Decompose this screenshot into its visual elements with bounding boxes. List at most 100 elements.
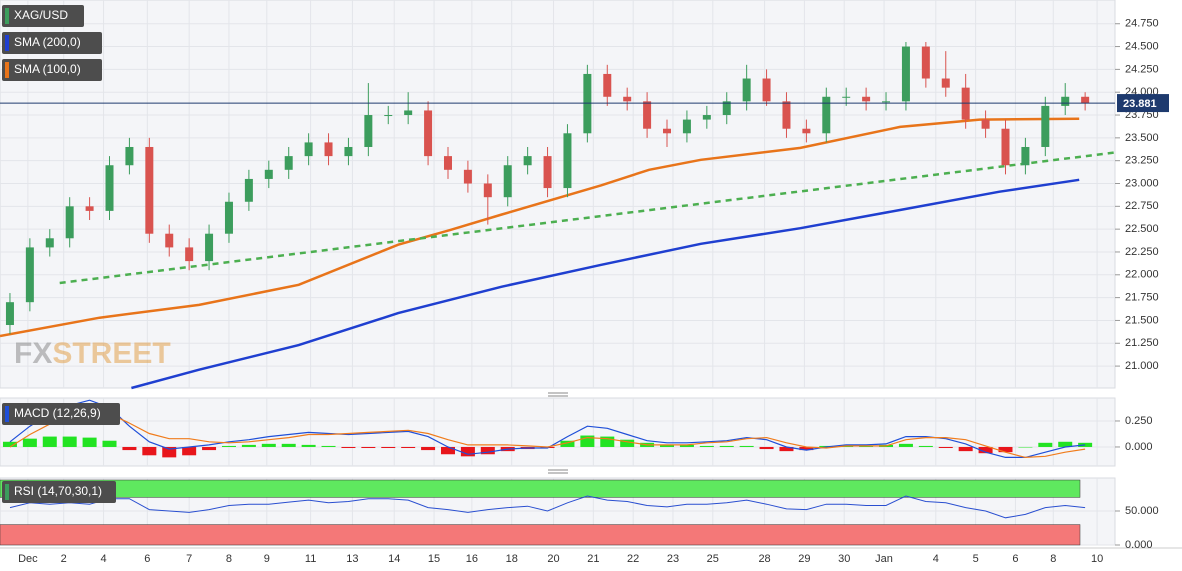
histogram-bar	[779, 446, 794, 452]
watermark: FXSTREET	[14, 337, 171, 370]
candle-body	[45, 238, 54, 248]
candle-body	[702, 115, 711, 120]
x-tick-label: 25	[707, 553, 719, 565]
legend-item[interactable]: SMA (100,0)	[2, 59, 102, 81]
candle-body	[762, 78, 771, 102]
candle-body	[1061, 96, 1070, 106]
candle-body	[862, 96, 871, 102]
histogram-bar	[679, 444, 694, 447]
candle-body	[244, 178, 253, 202]
candle-body	[125, 146, 134, 166]
histogram-bar	[918, 445, 933, 447]
legend-swatch	[5, 35, 9, 51]
panel-divider[interactable]	[548, 469, 568, 474]
candle-body	[264, 169, 273, 179]
histogram-bar	[699, 445, 714, 447]
y-tick-label: 22.000	[1125, 269, 1159, 281]
x-tick-label: 5	[973, 553, 979, 565]
histogram-bar	[321, 445, 336, 447]
y-tick-label: 24.500	[1125, 40, 1159, 52]
x-tick-label: 13	[346, 553, 358, 565]
indicator-label[interactable]: MACD (12,26,9)	[2, 403, 120, 425]
x-tick-label: 10	[1091, 553, 1103, 565]
y-tick-label: 0.000	[1125, 539, 1153, 551]
histogram-bar	[281, 443, 296, 447]
last-price-box	[1117, 94, 1169, 113]
candle-body	[344, 146, 353, 157]
histogram-bar	[421, 446, 436, 451]
candle-body	[324, 142, 333, 157]
candle-body	[304, 142, 313, 157]
candle-body	[583, 73, 592, 134]
x-tick-label: 29	[798, 553, 810, 565]
histogram-bar	[719, 445, 734, 447]
histogram-bar	[799, 446, 814, 451]
candle-body	[901, 46, 910, 102]
indicator-label[interactable]: RSI (14,70,30,1)	[2, 481, 116, 503]
histogram-bar	[1058, 441, 1073, 447]
x-tick-label: 8	[226, 553, 232, 565]
y-tick-label: 21.250	[1125, 337, 1159, 349]
candle-body	[682, 119, 691, 134]
candle-body	[961, 87, 970, 120]
legend-swatch	[5, 8, 9, 24]
candle-body	[145, 146, 154, 234]
rsi-line	[9, 495, 1086, 519]
histogram-bar	[82, 437, 97, 447]
x-tick-label: 23	[667, 553, 679, 565]
y-tick-label: 23.500	[1125, 132, 1159, 144]
last-price-label: 23.881	[1123, 98, 1157, 110]
candle-body	[284, 156, 293, 170]
legend-label: SMA (100,0)	[14, 62, 81, 76]
x-tick-label: 28	[758, 553, 770, 565]
panel-divider[interactable]	[548, 392, 568, 397]
x-tick-label: Dec	[18, 553, 38, 565]
candle-body	[224, 201, 233, 234]
x-tick-label: 4	[100, 553, 106, 565]
histogram-bar	[202, 446, 217, 451]
histogram-bar	[122, 446, 137, 451]
candle-body	[523, 156, 532, 166]
histogram-bar	[361, 446, 376, 449]
candle-body	[623, 96, 632, 102]
histogram-bar	[2, 441, 17, 447]
candle-body	[205, 233, 214, 262]
candle-body	[463, 169, 472, 184]
trendline	[59, 151, 1116, 285]
y-tick-label: 21.750	[1125, 292, 1159, 304]
legend-box	[2, 481, 116, 503]
candle-body	[742, 78, 751, 102]
histogram-bar	[341, 446, 356, 449]
legend-item[interactable]: SMA (200,0)	[2, 32, 102, 54]
x-tick-label: 21	[587, 553, 599, 565]
legend-box	[2, 32, 102, 54]
histogram-bar	[401, 446, 416, 449]
histogram-bar	[660, 444, 675, 447]
candle-body	[941, 78, 950, 88]
y-tick-label: 50.000	[1125, 505, 1159, 517]
histogram-bar	[440, 446, 455, 455]
x-tick-label: 6	[144, 553, 150, 565]
candle-body	[165, 233, 174, 248]
candle-body	[384, 115, 393, 117]
histogram-bar	[102, 440, 117, 447]
legend-item[interactable]: XAG/USD	[2, 5, 84, 27]
watermark-street: STREET	[52, 337, 170, 370]
histogram-bar	[460, 446, 475, 457]
y-tick-label: 22.500	[1125, 223, 1159, 235]
y-tick-label: 22.750	[1125, 200, 1159, 212]
candle-body	[802, 128, 811, 134]
histogram-bar	[759, 446, 774, 450]
x-tick-label: 2	[61, 553, 67, 565]
x-tick-label: 30	[838, 553, 850, 565]
candle-body	[1021, 146, 1030, 166]
candle-body	[85, 206, 94, 211]
candle-body	[603, 73, 612, 97]
histogram-bar	[958, 446, 973, 452]
candle-body	[1041, 105, 1050, 147]
histogram-bar	[1018, 446, 1033, 448]
x-tick-label: 7	[186, 553, 192, 565]
legend-label: XAG/USD	[14, 8, 68, 22]
candle-body	[722, 101, 731, 116]
oversold-zone	[0, 524, 1081, 546]
